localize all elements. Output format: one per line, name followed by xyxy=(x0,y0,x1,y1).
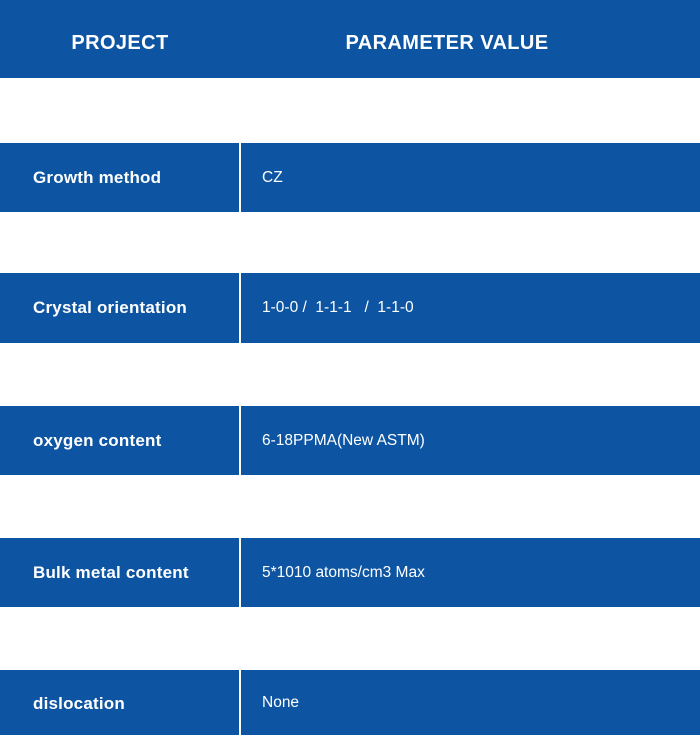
column-divider xyxy=(239,143,241,212)
table-row-oxygen-content: oxygen content 6-18PPMA(New ASTM) xyxy=(0,406,700,475)
value-cell: None xyxy=(262,694,300,711)
table-row-dislocation: dislocation None xyxy=(0,670,700,735)
project-cell: oxygen content xyxy=(33,430,162,450)
value-cell: 5*1010 atoms/cm3 Max xyxy=(262,563,425,581)
table-row-crystal-orientation: Crystal orientation 1-0-0 / 1-1-1 / 1-1-… xyxy=(0,273,700,343)
value-cell: 1-0-0 / 1-1-1 / 1-1-0 xyxy=(262,299,414,316)
spec-table-body: Growth method CZ Crystal orientation 1-0… xyxy=(0,143,700,735)
column-divider xyxy=(239,538,241,607)
table-row-bulk-metal-content: Bulk metal content 5*1010 atoms/cm3 Max xyxy=(0,538,700,607)
project-cell: dislocation xyxy=(33,694,125,713)
column-divider xyxy=(239,406,241,475)
value-cell: 6-18PPMA(New ASTM) xyxy=(262,431,425,449)
table-row-growth-method: Growth method CZ xyxy=(0,143,700,212)
header-col-parameter-value: PARAMETER VALUE xyxy=(345,32,549,54)
project-cell: Bulk metal content xyxy=(33,562,189,582)
column-divider xyxy=(239,670,241,735)
project-cell: Growth method xyxy=(33,167,162,187)
table-header: PROJECT PARAMETER VALUE xyxy=(0,0,700,78)
project-cell: Crystal orientation xyxy=(33,298,187,317)
column-divider xyxy=(239,273,241,343)
value-cell: CZ xyxy=(262,168,283,186)
header-col-project: PROJECT xyxy=(71,32,169,54)
